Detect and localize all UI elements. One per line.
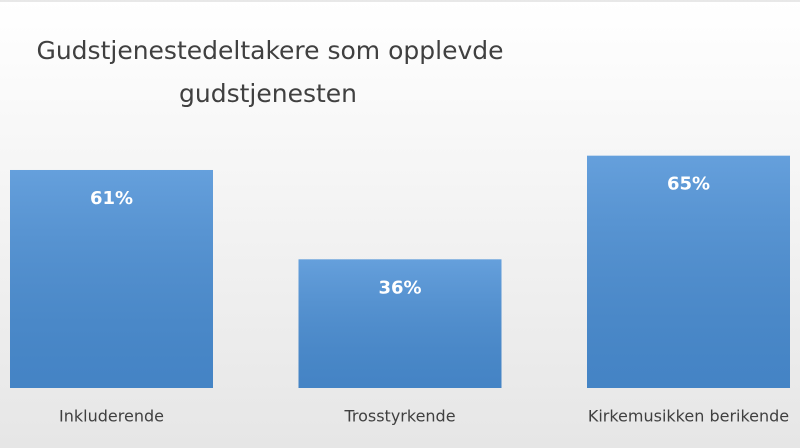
value-label: 65% <box>667 174 710 195</box>
x-tick-label: Kirkemusikken berikende <box>588 407 789 426</box>
chart-title: Gudstjenestedeltakere som opplevde <box>36 36 503 65</box>
value-label: 36% <box>378 277 421 298</box>
value-label: 61% <box>90 188 133 209</box>
x-tick-label: Inkluderende <box>59 407 164 426</box>
x-tick-label: Trosstyrkende <box>343 407 455 426</box>
bar-shade <box>10 169 213 388</box>
bar-shade <box>587 155 790 388</box>
chart-title: gudstjenesten <box>179 79 357 108</box>
bar-shade <box>298 259 502 388</box>
